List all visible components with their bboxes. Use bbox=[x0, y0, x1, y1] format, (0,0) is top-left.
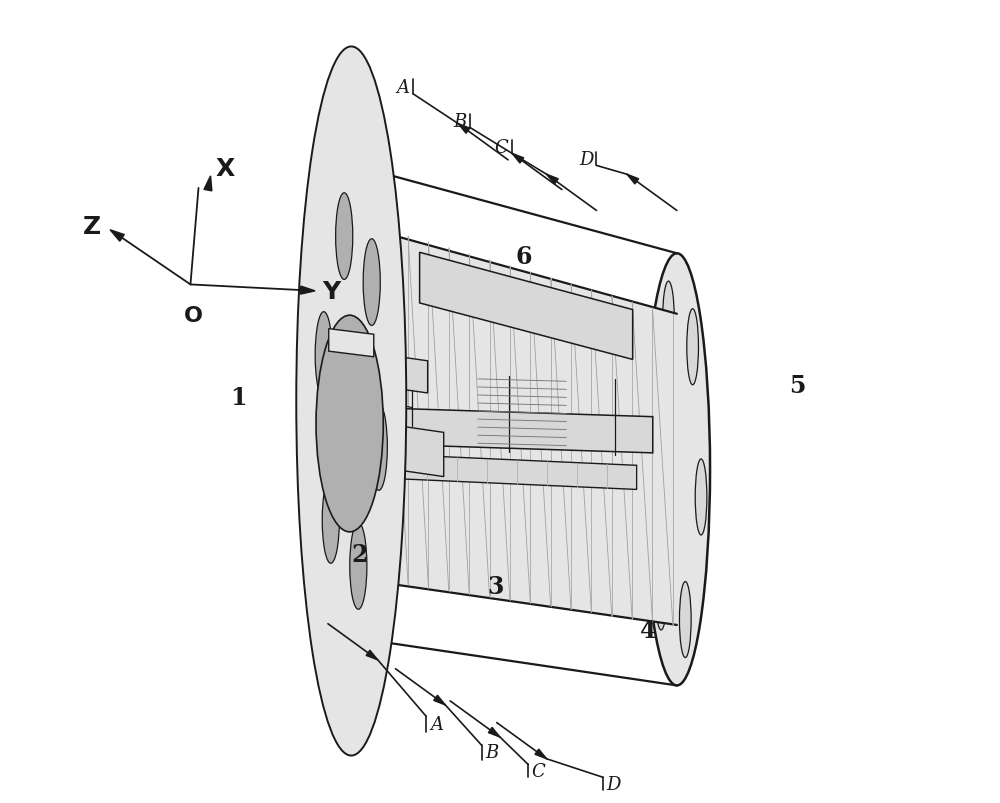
Polygon shape bbox=[300, 287, 315, 295]
Polygon shape bbox=[627, 175, 639, 185]
Ellipse shape bbox=[679, 582, 691, 658]
Text: 6: 6 bbox=[516, 245, 532, 269]
Ellipse shape bbox=[687, 309, 698, 385]
Polygon shape bbox=[329, 329, 374, 357]
Text: O: O bbox=[184, 306, 203, 325]
Polygon shape bbox=[366, 422, 444, 477]
Ellipse shape bbox=[655, 554, 667, 630]
Polygon shape bbox=[488, 728, 500, 737]
Text: 5: 5 bbox=[789, 373, 806, 397]
Text: 3: 3 bbox=[488, 574, 504, 598]
Text: A: A bbox=[396, 79, 409, 96]
Text: C: C bbox=[495, 138, 508, 157]
Polygon shape bbox=[434, 695, 445, 705]
Ellipse shape bbox=[315, 312, 332, 399]
Ellipse shape bbox=[644, 254, 710, 686]
Text: X: X bbox=[215, 157, 235, 181]
Ellipse shape bbox=[322, 477, 339, 564]
Text: D: D bbox=[579, 150, 593, 169]
Polygon shape bbox=[512, 154, 524, 164]
Ellipse shape bbox=[363, 239, 380, 326]
Polygon shape bbox=[367, 454, 637, 490]
Polygon shape bbox=[366, 650, 378, 660]
Text: B: B bbox=[453, 112, 466, 131]
Text: 1: 1 bbox=[230, 385, 247, 410]
Ellipse shape bbox=[647, 404, 659, 480]
Polygon shape bbox=[547, 175, 558, 185]
Text: B: B bbox=[485, 744, 499, 761]
Text: 4: 4 bbox=[640, 618, 657, 642]
Polygon shape bbox=[371, 353, 428, 393]
Ellipse shape bbox=[695, 459, 707, 536]
Ellipse shape bbox=[370, 404, 387, 491]
Ellipse shape bbox=[296, 47, 406, 756]
Text: Z: Z bbox=[83, 214, 101, 238]
Ellipse shape bbox=[350, 523, 367, 609]
Polygon shape bbox=[110, 230, 124, 242]
Ellipse shape bbox=[316, 316, 383, 532]
Text: C: C bbox=[532, 762, 545, 780]
Ellipse shape bbox=[312, 165, 391, 638]
Text: 2: 2 bbox=[351, 542, 368, 566]
Ellipse shape bbox=[336, 194, 353, 280]
Polygon shape bbox=[535, 749, 547, 759]
Polygon shape bbox=[204, 177, 212, 192]
Text: A: A bbox=[430, 715, 443, 733]
Polygon shape bbox=[404, 409, 653, 453]
Text: Y: Y bbox=[322, 279, 340, 304]
Polygon shape bbox=[420, 253, 633, 360]
Ellipse shape bbox=[663, 282, 674, 357]
Text: D: D bbox=[606, 775, 621, 793]
Polygon shape bbox=[351, 224, 677, 625]
Polygon shape bbox=[458, 124, 470, 134]
